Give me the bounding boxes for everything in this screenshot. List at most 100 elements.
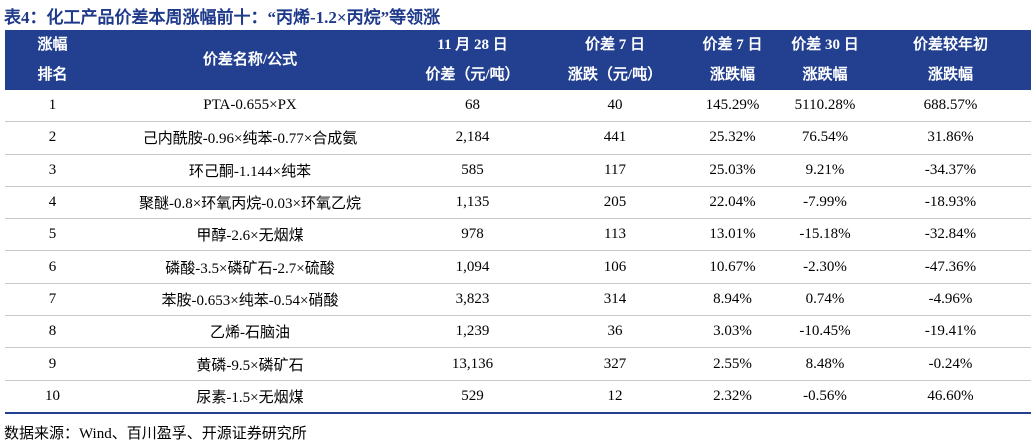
table-cell: -0.56% [780,380,870,414]
table-cell: 145.29% [685,90,780,123]
table-cell: 10 [5,380,100,414]
table-cell: 5 [5,218,100,252]
header-line: 价差名称/公式 [202,52,298,68]
header-line: 涨跌幅 [927,67,973,83]
table-row: 9 黄磷-9.5×磷矿石 13,136 327 2.55% 8.48% -0.24% [5,347,1031,381]
table-cell: 13,136 [400,347,545,381]
table-cell: -0.24% [870,347,1031,381]
table-cell: 314 [545,283,685,317]
table-cell: 苯胺-0.653×纯苯-0.54×硝酸 [100,283,400,317]
table-row: 5 甲醇-2.6×无烟煤 978 113 13.01% -15.18% -32.84% [5,218,1031,252]
table-cell: 7 [5,283,100,317]
table-cell: 甲醇-2.6×无烟煤 [100,218,400,252]
table-cell: 1,135 [400,186,545,220]
header-line: 涨幅 [37,37,68,53]
table-cell: 688.57% [870,90,1031,123]
table-cell: 68 [400,90,545,123]
table-cell: 585 [400,154,545,187]
table-cell: 205 [545,186,685,220]
table-cell: 13.01% [685,218,780,252]
header-line: 涨跌（元/吨） [567,67,663,83]
table-cell: 25.03% [685,154,780,187]
table-cell: 25.32% [685,121,780,155]
table-cell: 1 [5,90,100,123]
header-line: 11 月 28 日 [437,37,508,53]
table-cell: 3.03% [685,315,780,349]
header-cell: 涨幅 排名 [5,30,100,90]
header-line: 价差较年初 [912,37,988,53]
table-cell: 12 [545,380,685,414]
table-row: 4 聚醚-0.8×环氧丙烷-0.03×环氧乙烷 1,135 205 22.04% -7.9… [5,186,1031,220]
table-cell: -2.30% [780,250,870,284]
table-cell: 36 [545,315,685,349]
header-line: 排名 [37,67,68,83]
table-row: 1 PTA-0.655×PX 68 40 145.29% 5110.28% 688.57% [5,90,1031,123]
table-cell: 3,823 [400,283,545,317]
table-cell: 1,239 [400,315,545,349]
table-cell: 8.48% [780,347,870,381]
table-cell: 尿素-1.5×无烟煤 [100,380,400,414]
table-row: 2 己内酰胺-0.96×纯苯-0.77×合成氨 2,184 441 25.32% 76.5… [5,121,1031,155]
table-cell: 2 [5,121,100,155]
header-cell: 价差较年初 涨跌幅 [870,30,1031,90]
table-cell: 己内酰胺-0.96×纯苯-0.77×合成氨 [100,121,400,155]
table-cell: 22.04% [685,186,780,220]
table-row: 6 磷酸-3.5×磷矿石-2.7×硫酸 1,094 106 10.67% -2.30% -4… [5,250,1031,284]
table-cell: 2,184 [400,121,545,155]
header-cell: 价差 7 日涨跌幅 [685,30,780,90]
table-cell: 乙烯-石脑油 [100,315,400,349]
table-cell: -10.45% [780,315,870,349]
table-row: 10 尿素-1.5×无烟煤 529 12 2.32% -0.56% 46.60% [5,380,1031,414]
table-cell: 31.86% [870,121,1031,155]
table-body: 1 PTA-0.655×PX 68 40 145.29% 5110.28% 688.57% 2… [5,90,1031,414]
table-cell: 106 [545,250,685,284]
table-cell: 6 [5,250,100,284]
table-cell: 117 [545,154,685,187]
table-cell: 441 [545,121,685,155]
table-cell: 0.74% [780,283,870,317]
table-cell: 978 [400,218,545,252]
header-line: 价差 7 日 [702,37,763,53]
table-cell: 46.60% [870,380,1031,414]
table-row: 7 苯胺-0.653×纯苯-0.54×硝酸 3,823 314 8.94% 0.74% -4… [5,283,1031,317]
table-cell: 黄磷-9.5×磷矿石 [100,347,400,381]
table-cell: 40 [545,90,685,123]
table-cell: 5110.28% [780,90,870,123]
header-cell: 11 月 28 日价差（元/吨） [400,30,545,90]
table-cell: 529 [400,380,545,414]
table-cell: PTA-0.655×PX [100,90,400,123]
table-cell: 磷酸-3.5×磷矿石-2.7×硫酸 [100,250,400,284]
table-cell: 聚醚-0.8×环氧丙烷-0.03×环氧乙烷 [100,186,400,220]
header-cell: 价差 30 日涨跌幅 [780,30,870,90]
header-line: 涨跌幅 [802,67,848,83]
header-cell: 价差 7 日涨跌（元/吨） [545,30,685,90]
table-cell: -34.37% [870,154,1031,187]
header-line: 涨跌幅 [709,67,755,83]
table-cell: -47.36% [870,250,1031,284]
table-cell: 8 [5,315,100,349]
header-row: 涨幅 排名 价差名称/公式 11 月 28 日价差（元/吨） 价差 7 日涨跌（元/吨）… [5,30,1031,90]
table-cell: -18.93% [870,186,1031,220]
table-cell: -19.41% [870,315,1031,349]
spread-table: 涨幅 排名 价差名称/公式 11 月 28 日价差（元/吨） 价差 7 日涨跌（元/吨）… [5,30,1031,414]
table-cell: 327 [545,347,685,381]
table-cell: 113 [545,218,685,252]
table-cell: 9 [5,347,100,381]
table-cell: 3 [5,154,100,187]
header-line: 价差 7 日 [584,37,645,53]
header-line: 价差 30 日 [791,37,859,53]
table-cell: 2.55% [685,347,780,381]
table-cell: -7.99% [780,186,870,220]
table-row: 8 乙烯-石脑油 1,239 36 3.03% -10.45% -19.41% [5,315,1031,349]
table-cell: 8.94% [685,283,780,317]
table-cell: 环己酮-1.144×纯苯 [100,154,400,187]
table-cell: -4.96% [870,283,1031,317]
table-cell: 1,094 [400,250,545,284]
header-line: 价差（元/吨） [425,67,520,83]
table-cell: 2.32% [685,380,780,414]
header-cell: 价差名称/公式 [100,30,400,90]
table-header: 涨幅 排名 价差名称/公式 11 月 28 日价差（元/吨） 价差 7 日涨跌（元/吨）… [5,30,1031,90]
table-title: 表4：化工产品价差本周涨幅前十：“丙烯-1.2×丙烷”等领涨 [4,8,441,27]
table-cell: 10.67% [685,250,780,284]
